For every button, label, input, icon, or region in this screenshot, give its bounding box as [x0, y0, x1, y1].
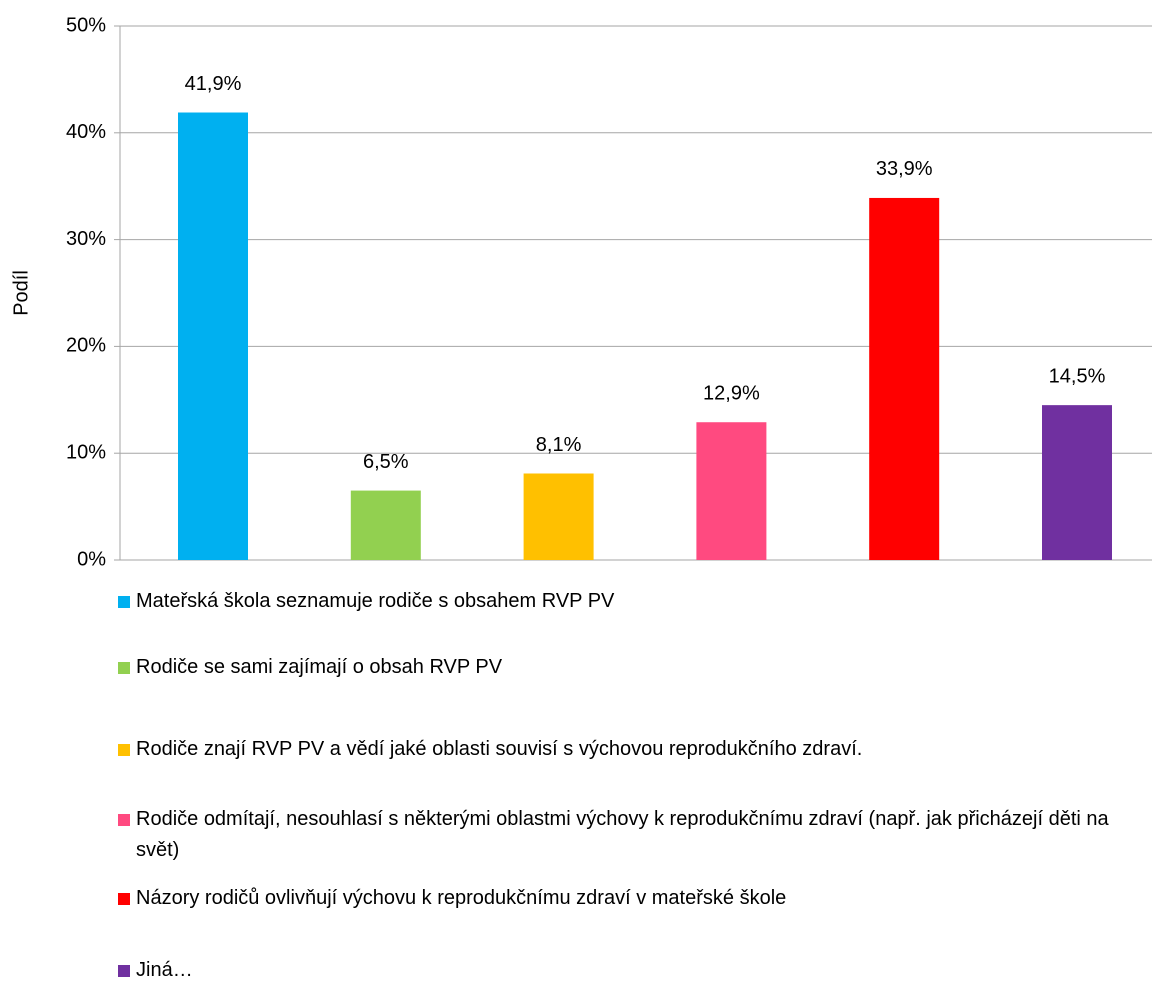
legend-label: Mateřská škola seznamuje rodiče s obsahe… [136, 590, 615, 612]
legend-entry: Rodiče se sami zajímají o obsah RVP PV [118, 652, 502, 683]
legend-swatch [118, 893, 130, 905]
y-tick-label: 0% [77, 548, 106, 570]
bar [696, 422, 767, 560]
y-tick-label: 50% [66, 14, 106, 36]
data-label: 6,5% [363, 451, 409, 473]
data-label: 8,1% [536, 434, 582, 456]
data-label: 41,9% [185, 73, 242, 95]
bar [350, 490, 421, 560]
data-label: 14,5% [1049, 365, 1106, 387]
legend-swatch [118, 744, 130, 756]
y-tick-label: 30% [66, 228, 106, 250]
y-tick-label: 20% [66, 335, 106, 357]
bar [523, 473, 594, 560]
legend-entry: Jiná… [118, 955, 193, 984]
legend-label: Rodiče odmítají, nesouhlasí s některými … [136, 808, 1109, 861]
y-tick-label: 10% [66, 441, 106, 463]
legend-label: Názory rodičů ovlivňují výchovu k reprod… [136, 887, 787, 909]
bar [178, 112, 248, 561]
legend-swatch [118, 596, 130, 608]
legend-entry: Názory rodičů ovlivňují výchovu k reprod… [118, 883, 786, 914]
y-axis-label: Podíl [10, 270, 32, 316]
bar [869, 197, 940, 560]
legend-label: Rodiče se sami zajímají o obsah RVP PV [136, 656, 503, 678]
legend-label: Rodiče znají RVP PV a vědí jaké oblasti … [136, 738, 863, 760]
legend-entry: Rodiče odmítají, nesouhlasí s některými … [118, 804, 1126, 866]
data-label: 12,9% [703, 383, 760, 405]
legend-entry: Mateřská škola seznamuje rodiče s obsahe… [118, 586, 614, 617]
legend-label: Jiná… [136, 959, 193, 981]
legend-entry: Rodiče znají RVP PV a vědí jaké oblasti … [118, 734, 862, 765]
legend-swatch [118, 662, 130, 674]
data-label: 33,9% [876, 158, 933, 180]
legend-swatch [118, 965, 130, 977]
bar [1042, 405, 1112, 560]
y-tick-label: 40% [66, 121, 106, 143]
legend-swatch [118, 814, 130, 826]
